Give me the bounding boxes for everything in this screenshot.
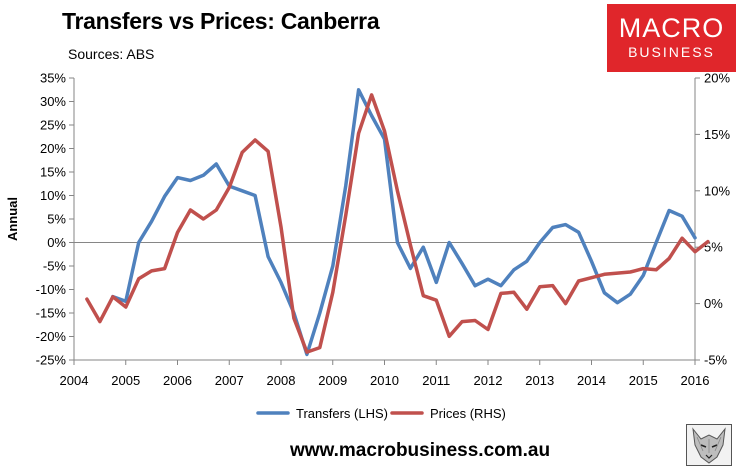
logo-line-business: BUSINESS (628, 44, 715, 60)
x-tick-label: 2009 (318, 373, 347, 388)
x-tick-label: 2008 (267, 373, 296, 388)
y-tick-label: 35% (40, 71, 66, 86)
x-tick-label: 2006 (163, 373, 192, 388)
x-tick-label: 2012 (474, 373, 503, 388)
x-tick-label: 2013 (525, 373, 554, 388)
logo-line-macro: MACRO (618, 13, 725, 43)
y-tick-label: -25% (36, 353, 67, 368)
y2-tick-label: 20% (704, 71, 730, 86)
y-tick-label: -10% (36, 282, 67, 297)
y2-tick-label: -5% (704, 353, 728, 368)
wolf-head-icon (686, 424, 732, 466)
x-tick-label: 2007 (215, 373, 244, 388)
y2-tick-label: 15% (704, 127, 730, 142)
y-tick-label: -20% (36, 329, 67, 344)
y-tick-label: 0% (47, 235, 66, 250)
y-tick-label: 10% (40, 188, 66, 203)
y-tick-label: 5% (47, 212, 66, 227)
page-title: Transfers vs Prices: Canberra (62, 8, 380, 34)
legend-label-prices: Prices (RHS) (430, 406, 506, 421)
y2-tick-label: 0% (704, 296, 723, 311)
chart-legend: Transfers (LHS) Prices (RHS) (256, 406, 506, 421)
y-tick-label: 20% (40, 141, 66, 156)
chart-series (85, 88, 710, 357)
y-tick-label: 15% (40, 165, 66, 180)
y-tick-label: -15% (36, 306, 67, 321)
y2-tick-label: 10% (704, 183, 730, 198)
x-tick-label: 2010 (370, 373, 399, 388)
chart-axes: 35% 30% 25% 20% 15% 10% 5% 0% -5% -10% -15% -20% -25… (5, 71, 730, 389)
x-tick-label: 2011 (422, 373, 450, 388)
x-tick-label: 2005 (111, 373, 140, 388)
y-axis-label: Annual (5, 197, 20, 241)
website-url[interactable]: www.macrobusiness.com.au (290, 440, 551, 461)
y2-tick-label: 5% (704, 240, 723, 255)
legend-label-transfers: Transfers (LHS) (296, 406, 388, 421)
macrobusiness-logo[interactable]: MACRO BUSINESS (607, 4, 736, 72)
x-tick-label: 2004 (60, 373, 89, 388)
y-tick-label: -5% (43, 259, 67, 274)
series-line-prices (85, 93, 710, 354)
x-tick-label: 2015 (629, 373, 658, 388)
y-tick-label: 30% (40, 94, 66, 109)
x-tick-label: 2014 (577, 373, 606, 388)
chart-source: Sources: ABS (68, 46, 155, 62)
x-tick-label: 2016 (681, 373, 710, 388)
y-tick-label: 25% (40, 118, 66, 133)
